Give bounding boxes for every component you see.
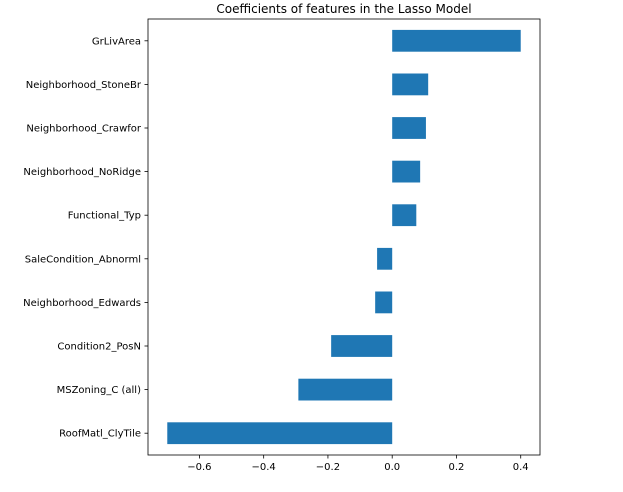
bars-group <box>167 29 521 445</box>
bar-roofmatl-clytile <box>167 422 393 445</box>
y-tick-label: Neighborhood_NoRidge <box>23 167 141 178</box>
y-tick-label: Neighborhood_Edwards <box>23 298 141 309</box>
bar-neighborhood-stonebr <box>392 73 429 96</box>
x-tick-label: 0.4 <box>513 462 529 473</box>
bar-functional-typ <box>392 204 417 227</box>
y-tick-label: Neighborhood_Crawfor <box>26 124 141 135</box>
bar-condition2-posn <box>331 335 393 357</box>
y-tick-label: SaleCondition_Abnorml <box>25 254 141 265</box>
x-tick-label: −0.2 <box>316 462 340 473</box>
y-tick-label: RoofMatl_ClyTile <box>59 429 141 440</box>
bar-grlivarea <box>392 29 521 52</box>
bar-neighborhood-edwards <box>375 291 393 314</box>
y-tick-label: MSZoning_C (all) <box>57 385 141 396</box>
bar-mszoning-c-all <box>298 378 393 401</box>
bar-neighborhood-crawfor <box>392 117 426 139</box>
y-tick-label: Neighborhood_StoneBr <box>26 80 142 91</box>
x-tick-label: −0.6 <box>187 462 211 473</box>
y-tick-label: GrLivArea <box>92 36 141 47</box>
x-tick-label: 0.0 <box>384 462 400 473</box>
y-axis-ticks: GrLivArea Neighborhood_StoneBr Neighborhoo… <box>23 36 148 440</box>
axes-frame <box>147 18 541 456</box>
x-tick-label: 0.2 <box>449 462 465 473</box>
y-tick-label: Condition2_PosN <box>57 342 141 353</box>
chart-title: Coefficients of features in the Lasso Mo… <box>216 2 471 16</box>
x-axis-ticks: −0.6 −0.4 −0.2 0.0 0.2 0.4 <box>187 455 529 473</box>
y-tick-label: Functional_Typ <box>68 211 141 222</box>
bar-neighborhood-noridge <box>392 160 421 183</box>
bar-salecondition-abnorml <box>377 247 393 270</box>
x-tick-label: −0.4 <box>252 462 276 473</box>
